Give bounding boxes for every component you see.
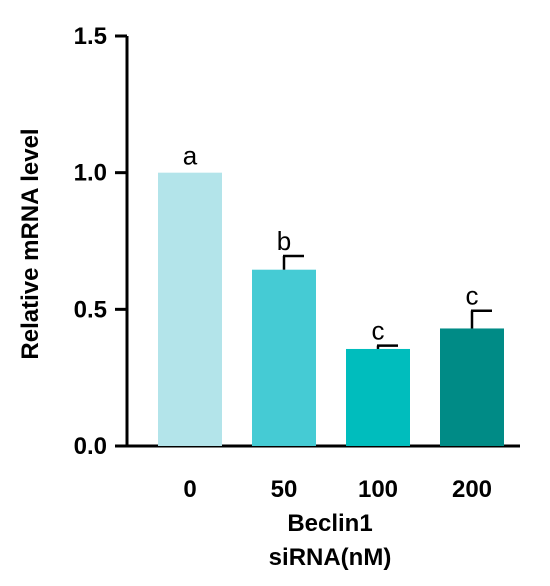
x-axis-title-line-2: siRNA(nM) [269, 544, 392, 571]
y-axis-title: Relative mRNA level [17, 128, 44, 359]
bars-group: a b c c [158, 141, 504, 446]
bar [440, 328, 504, 446]
bar [346, 348, 410, 446]
x-tick-label: 0 [183, 476, 196, 503]
y-tick-label: 1.5 [74, 23, 107, 50]
y-tick-label: 1.0 [74, 160, 107, 187]
y-tick-label: 0.0 [74, 433, 107, 460]
significance-label: a [183, 141, 198, 171]
significance-label: c [372, 316, 385, 346]
y-axis: 0.0 0.5 1.0 1.5 [74, 23, 129, 460]
x-tick-label: 200 [452, 476, 492, 503]
x-axis: 0 50 100 200 [125, 444, 520, 503]
x-axis-title-line-1: Beclin1 [287, 510, 372, 537]
bar [252, 269, 316, 446]
bar [158, 172, 222, 446]
significance-label: c [466, 281, 479, 311]
x-tick-label: 50 [271, 476, 298, 503]
x-tick-label: 100 [358, 476, 398, 503]
significance-label: b [277, 226, 291, 256]
y-tick-label: 0.5 [74, 296, 107, 323]
